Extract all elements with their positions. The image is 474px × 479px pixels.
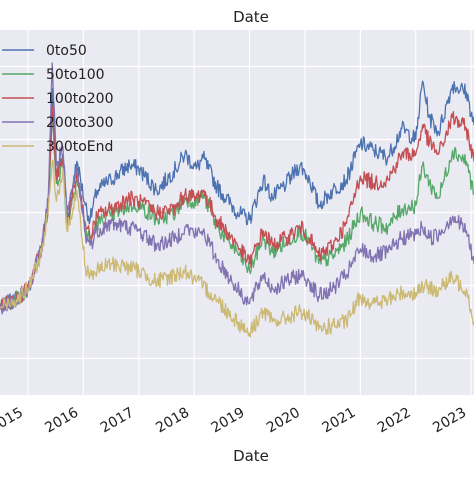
series-line-200to300 bbox=[0, 62, 474, 315]
series-line-300toEnd bbox=[0, 159, 474, 338]
legend-label-0to50: 0to50 bbox=[46, 43, 87, 59]
legend: 0to50 50to100 100to200 200to300 300toEnd bbox=[2, 43, 114, 155]
x-tick-label: 2020 bbox=[264, 405, 303, 437]
x-tick-labels: 2015 2016 2017 2018 2019 2020 2021 2022 2023 bbox=[0, 405, 469, 437]
x-tick-label: 2022 bbox=[375, 405, 414, 437]
legend-label-300toEnd: 300toEnd bbox=[46, 139, 113, 155]
legend-label-50to100: 50to100 bbox=[46, 67, 105, 83]
chart-title: Date bbox=[233, 8, 269, 26]
x-tick-label: 2017 bbox=[98, 405, 137, 437]
x-tick-label: 2016 bbox=[42, 405, 81, 437]
legend-label-100to200: 100to200 bbox=[46, 91, 114, 107]
x-tick-label: 2021 bbox=[320, 405, 359, 437]
legend-label-200to300: 200to300 bbox=[46, 115, 114, 131]
x-tick-label: 2019 bbox=[209, 405, 248, 437]
x-axis-label: Date bbox=[233, 447, 269, 465]
x-tick-label: 2018 bbox=[153, 405, 192, 437]
series-line-0to50 bbox=[0, 80, 474, 312]
x-tick-label: 2023 bbox=[430, 405, 469, 437]
x-tick-label: 2015 bbox=[0, 405, 26, 437]
series-lines bbox=[0, 62, 474, 338]
